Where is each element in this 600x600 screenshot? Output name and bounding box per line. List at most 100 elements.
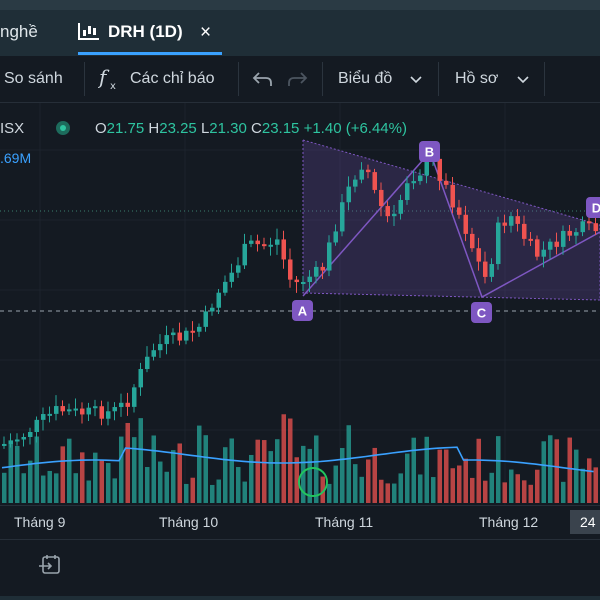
toolbar-divider [84, 62, 85, 96]
chart-type-button[interactable]: Biểu đồ [338, 70, 393, 87]
volume-bar [28, 460, 33, 503]
candle-body [54, 406, 59, 414]
volume-bar [236, 467, 241, 503]
candle-body [197, 326, 202, 332]
volume-bar [333, 465, 338, 503]
price-chart[interactable]: A B C D [0, 103, 600, 505]
pattern-point-b[interactable]: B [419, 141, 440, 162]
pattern-point-d[interactable]: D [586, 197, 600, 218]
volume-bar [437, 449, 442, 503]
candle-body [587, 221, 592, 224]
volume-bar [496, 436, 501, 503]
candle-body [73, 408, 78, 411]
volume-bar [242, 481, 247, 503]
volume-bar [307, 448, 312, 503]
redo-arrow-icon[interactable] [286, 70, 308, 88]
candle-body [41, 414, 46, 420]
pattern-label: C [477, 306, 487, 321]
compare-button[interactable]: So sánh [4, 70, 63, 87]
volume-bar [476, 438, 481, 503]
volume-bar [483, 480, 488, 503]
candle-body [93, 406, 98, 409]
triangle-pattern[interactable] [302, 139, 600, 301]
volume-bar [281, 414, 286, 503]
tab-drh-1d[interactable]: DRH (1D) [78, 22, 183, 42]
candle-body [151, 350, 156, 357]
candle-body [210, 307, 215, 312]
candle-body [457, 207, 462, 215]
goto-date-icon[interactable] [38, 554, 62, 576]
volume-bar [541, 441, 546, 503]
volume-bar [366, 459, 371, 503]
volume-bar [132, 437, 137, 503]
candle-body [184, 330, 189, 341]
volume-bar [431, 477, 436, 503]
time-axis[interactable]: Tháng 9 Tháng 10 Tháng 11 Tháng 12 24 [0, 505, 600, 540]
toolbar-divider [544, 62, 545, 96]
candle-body [509, 216, 514, 226]
candle-body [281, 239, 286, 260]
volume-bar [392, 483, 397, 503]
volume-bar [119, 436, 124, 503]
volume-bar [21, 473, 26, 503]
chevron-down-icon[interactable] [410, 76, 422, 84]
candle-body [164, 335, 169, 345]
candle-body [333, 231, 338, 243]
candle-body [158, 344, 163, 351]
candle-body [86, 407, 91, 415]
candle-body [574, 232, 579, 236]
toolbar-divider [238, 62, 239, 96]
volume-bar [34, 436, 39, 503]
undo-arrow-icon[interactable] [252, 70, 274, 88]
volume-bar [67, 438, 72, 503]
volume-bar [398, 473, 403, 503]
volume-bar [125, 422, 130, 503]
x-tick-label: Tháng 10 [159, 514, 219, 530]
tab-previous[interactable]: nghề [0, 22, 38, 41]
high-label: H [148, 120, 160, 137]
volume-bar [73, 473, 78, 503]
volume-bar [515, 474, 520, 503]
pattern-point-a[interactable]: A [292, 300, 313, 321]
candle-body [47, 413, 52, 416]
candle-body [522, 223, 527, 239]
volume-bar [210, 484, 215, 503]
candle-body [67, 409, 72, 412]
volume-bar [47, 470, 52, 503]
close-tab-icon[interactable]: × [200, 22, 212, 43]
candle-body [489, 264, 494, 277]
volume-bar [574, 449, 579, 503]
indicators-button[interactable]: Các chỉ báo [130, 70, 215, 87]
candle-body [470, 233, 475, 249]
candle-body [8, 440, 13, 444]
volume-bar [489, 472, 494, 503]
profile-button[interactable]: Hồ sơ [455, 70, 499, 87]
candle-body [28, 432, 33, 438]
tab-drh-1d-label: DRH (1D) [108, 22, 183, 41]
change-value: +1.40 (+6.44%) [303, 120, 407, 137]
window-top-strip [0, 0, 600, 10]
highlight-circle [298, 467, 328, 497]
candle-body [119, 402, 124, 408]
candle-body [294, 279, 299, 283]
candle-body [15, 439, 20, 442]
volume-bar [463, 458, 468, 503]
candle-body [242, 243, 247, 266]
pattern-label: B [425, 145, 434, 160]
candle-body [249, 240, 254, 244]
x-tick-label: Tháng 11 [315, 514, 374, 530]
function-icon[interactable]: f x [98, 66, 122, 92]
pattern-point-c[interactable]: C [471, 302, 492, 323]
candle-body [216, 292, 221, 308]
volume-bar [249, 454, 254, 503]
chevron-down-icon[interactable] [517, 76, 529, 84]
volume-ma-line [1, 446, 594, 473]
volume-bar [359, 476, 364, 503]
volume-bar [379, 479, 384, 503]
high-value: 23.25 [159, 120, 197, 137]
volume-bar [411, 437, 416, 503]
candle-body [99, 406, 104, 419]
candle-body [236, 265, 241, 273]
volume-bar [184, 483, 189, 503]
volume-bar [288, 418, 293, 503]
